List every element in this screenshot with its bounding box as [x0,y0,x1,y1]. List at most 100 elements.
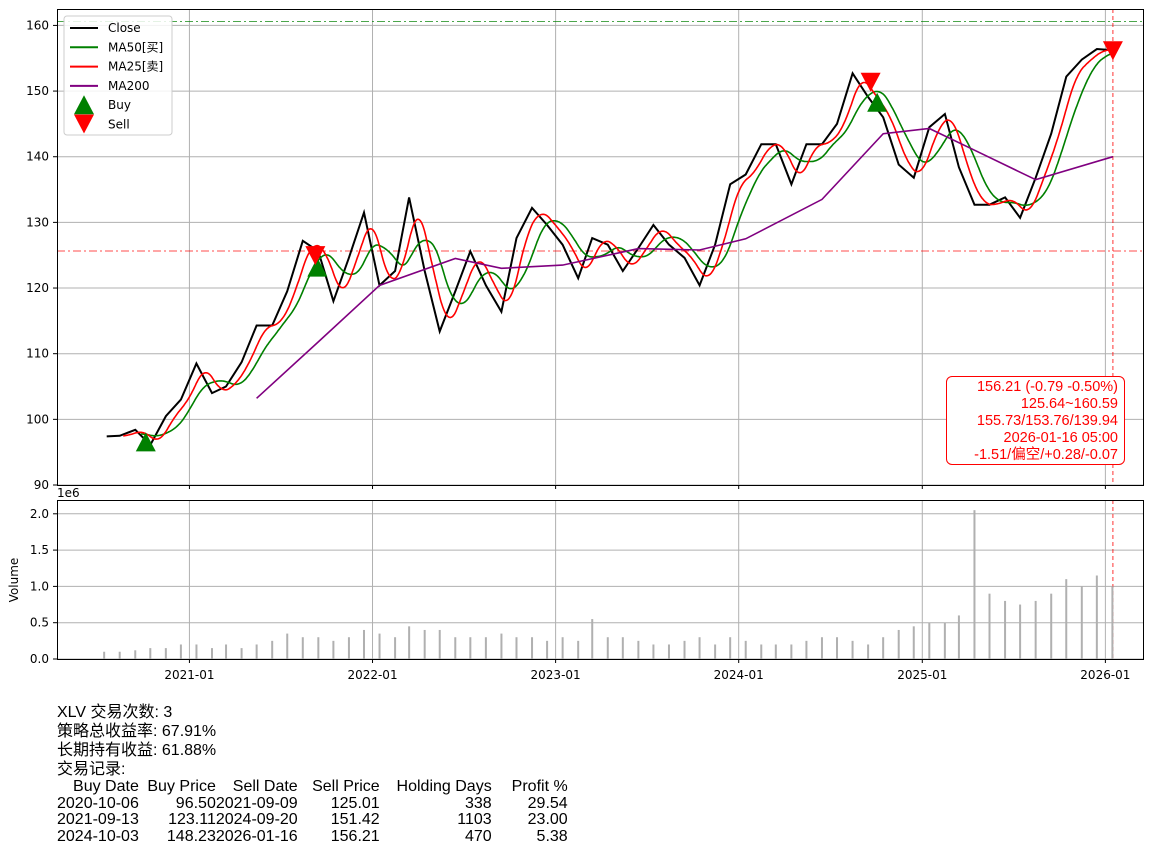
buy-marker [307,257,328,277]
col-buy-date: Buy Date [73,778,139,795]
legend-label: Buy [108,98,131,112]
y-tick-label: 2.0 [30,507,49,521]
col-sell-price: Sell Price [312,778,380,795]
table-row: 2020-10-06 96.50 2021-09-09 125.01 338 29.54 [57,794,568,813]
volume-bar [760,644,763,659]
ma25-line [123,48,1113,440]
volume-bar [912,626,915,659]
legend-sell-marker [74,114,94,134]
x-tick-label: 2026-01 [1080,668,1130,682]
sell-marker [305,246,326,266]
volume-bar [698,637,701,659]
volume-bar [408,626,411,659]
y-tick-label: 110 [26,347,49,361]
volume-bar [943,622,946,659]
buy-marker [135,432,156,452]
volume-bar [621,637,624,659]
volume-bar [805,640,808,659]
volume-bar [118,651,121,659]
cell: 23.00 [527,811,568,828]
volume-bar [1019,604,1022,659]
volume-bar [394,637,397,659]
cell: 151.42 [330,811,380,828]
volume-bar [928,622,931,659]
volume-bar [103,651,106,659]
col-holding-days: Holding Days [396,778,492,795]
table-row: 2024-10-03 148.23 2026-01-16 156.21 470 5.38 [57,827,568,846]
volume-bar [882,637,885,659]
cell: 29.54 [527,794,568,812]
volume-bar [1004,600,1007,659]
cell: 2021-09-13 [57,811,139,828]
x-tick-label: 2021-01 [164,668,214,682]
volume-bar [438,629,441,659]
sell-marker [1102,41,1123,61]
y-tick-label: 160 [26,18,49,32]
x-tick-label: 2024-01 [714,668,764,682]
volume-bar [225,644,228,659]
ma200-line [256,127,1114,399]
summary-strategy-return: 策略总收益率: 67.91% [57,723,217,740]
trade-table-header: Buy Date Buy Price Sell Date Sell Price … [57,778,568,796]
volume-bar [149,648,152,659]
volume-bar [637,640,640,659]
y-tick-label: 90 [34,478,49,492]
volume-bar [851,640,854,659]
volume-scale-label: 1e6 [57,486,80,500]
y-tick-label: 120 [26,281,49,295]
volume-bar [195,644,198,659]
volume-bar [484,637,487,659]
cell: 96.50 [175,794,216,812]
volume-bar [362,629,365,659]
legend: Close MA50[买] MA25[卖] MA200 Buy Sell [63,15,173,136]
legend-label: MA25[卖] [108,60,163,74]
volume-bar [423,629,426,659]
x-tick-label: 2022-01 [347,668,397,682]
volume-bar [867,644,870,659]
volume-bar [744,640,747,659]
volume-grid [57,500,1143,660]
legend-label: Sell [108,118,130,132]
volume-bar [1050,593,1053,659]
volume-bar [1111,586,1114,659]
volume-bar [255,644,258,659]
y-tick-label: 0.0 [30,652,49,666]
y-tick-label: 0.5 [30,616,49,630]
volume-axis-label: Volume [7,558,21,603]
cell: 338 [464,794,492,812]
y-tick-label: 1.0 [30,579,49,593]
volume-bar [347,637,350,659]
volume-bar [973,510,976,659]
buy-marker [867,92,888,112]
volume-bar [286,633,289,659]
cell: 123.11 [168,811,216,828]
volume-bar [683,640,686,659]
volume-axes-frame [57,500,1144,660]
summary-buy-hold-return: 长期持有收益: 61.88% [57,742,217,759]
volume-bar [820,637,823,659]
volume-bar [454,637,457,659]
y-tick-label: 140 [26,150,49,164]
cell: 470 [464,827,492,845]
cell: 125.01 [330,794,380,812]
info-moving-averages: 155.73/153.76/139.94 [976,413,1118,429]
volume-bar [714,644,717,659]
cell: 5.38 [536,827,568,845]
volume-bar [897,629,900,659]
price-axes-frame [57,9,1144,486]
volume-bar [1034,600,1037,659]
volume-bar [515,637,518,659]
price-lines [57,9,1143,485]
volume-bar [836,637,839,659]
volume-bar [240,648,243,659]
volume-bar [378,633,381,659]
y-tick-label: 130 [26,215,49,229]
legend-label: MA200 [108,79,149,93]
col-buy-price: Buy Price [147,778,216,795]
volume-bar [652,644,655,659]
cell: 2024-10-03 [57,827,139,845]
volume-bar [988,593,991,659]
cell: 148.23 [166,827,216,845]
volume-bar [164,648,167,659]
col-profit: Profit % [511,778,568,795]
